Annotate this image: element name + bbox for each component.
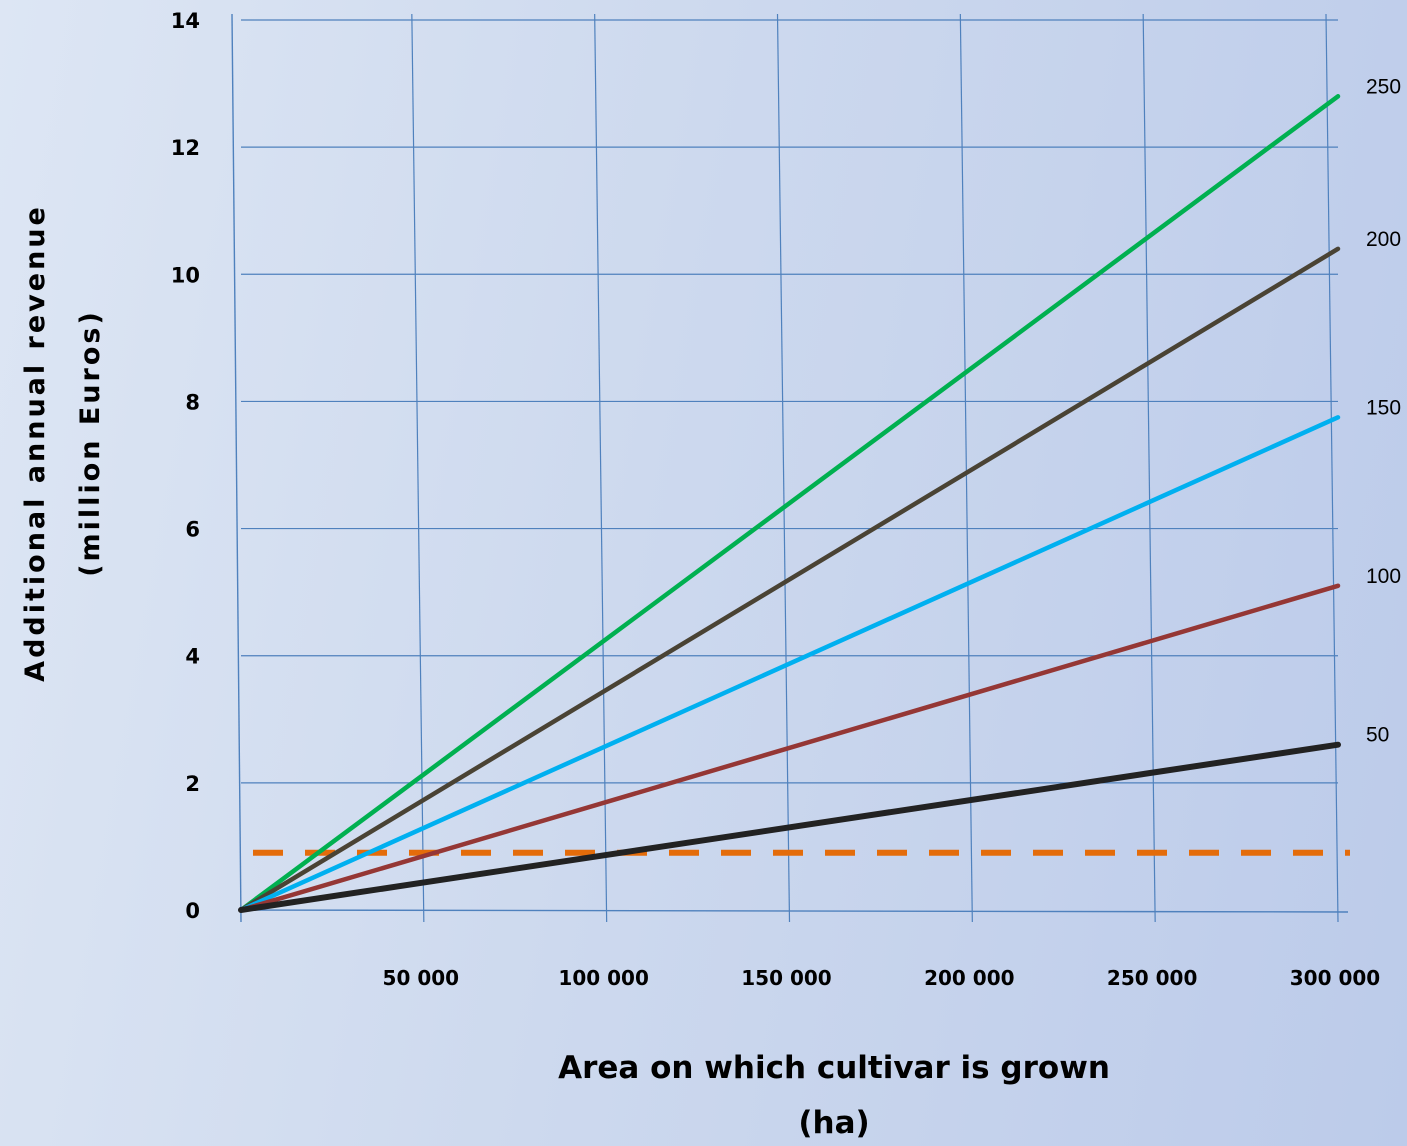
x-gridline <box>594 13 608 923</box>
y-axis-line <box>231 13 242 923</box>
x-tick-label: 200 000 <box>924 966 1014 990</box>
x-gridline <box>1142 13 1156 923</box>
series-label-150: 150 <box>1366 396 1401 419</box>
x-gridline <box>411 13 425 923</box>
y-tick-label: 10 <box>171 263 200 287</box>
x-tick-label: 250 000 <box>1107 966 1197 990</box>
y-tick-label: 12 <box>171 136 200 160</box>
series-line-50 <box>238 741 1341 913</box>
y-tick-label: 14 <box>171 9 200 33</box>
x-axis-line <box>240 909 1349 913</box>
series-label-200: 200 <box>1366 228 1401 251</box>
series-label-250: 250 <box>1366 75 1401 98</box>
x-tick-label: 100 000 <box>558 966 648 990</box>
x-gridline <box>1325 13 1339 923</box>
series-label-50: 50 <box>1366 724 1389 747</box>
x-gridline <box>776 13 791 923</box>
y-axis-unit: (million Euros) <box>75 309 106 577</box>
x-tick-label: 300 000 <box>1290 966 1380 990</box>
y-tick-label: 2 <box>185 772 200 796</box>
x-gridline <box>959 13 973 923</box>
y-tick-label: 4 <box>185 645 200 669</box>
x-axis-title: Area on which cultivar is grown <box>558 1050 1110 1086</box>
y-axis-title: Additional annual revenue <box>20 204 51 682</box>
y-tick-label: 8 <box>185 390 200 414</box>
series-line-100 <box>238 583 1341 913</box>
x-tick-label: 50 000 <box>383 966 460 990</box>
y-tick-label: 0 <box>185 899 200 923</box>
series-line-250 <box>238 94 1341 913</box>
x-tick-label: 150 000 <box>741 966 831 990</box>
series-line-150 <box>238 415 1341 913</box>
x-axis-unit: (ha) <box>798 1105 869 1141</box>
y-tick-label: 6 <box>185 518 200 542</box>
series-label-100: 100 <box>1366 565 1401 588</box>
series-line-200 <box>238 246 1341 913</box>
